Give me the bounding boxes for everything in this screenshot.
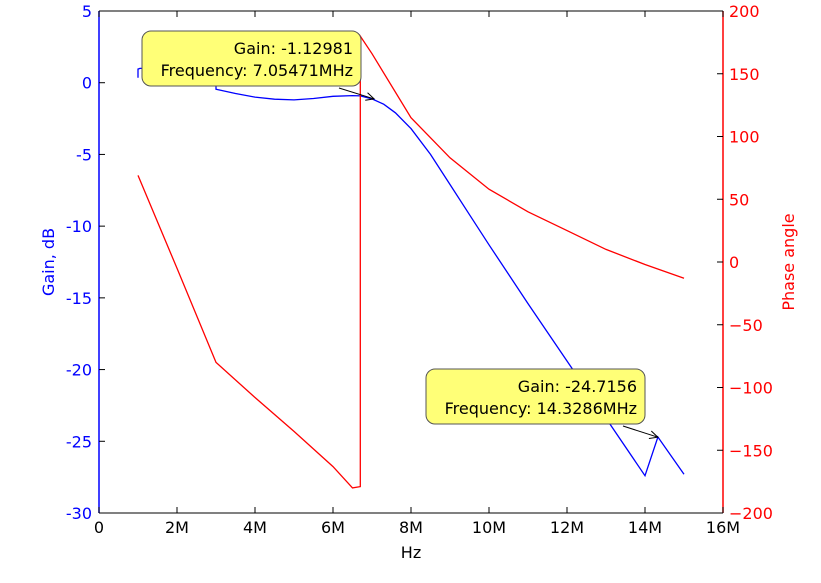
x-tick-label: 6M — [321, 518, 345, 537]
right-y-tick-label: 100 — [729, 128, 760, 147]
x-tick-label: 14M — [628, 518, 662, 537]
left-y-tick-label: -10 — [66, 217, 92, 236]
left-y-tick-label: -20 — [66, 361, 92, 380]
right-y-tick-label: 50 — [729, 190, 749, 209]
x-tick-label: 4M — [243, 518, 267, 537]
annotation-arrow-head — [648, 430, 659, 439]
right-y-tick-label: −100 — [729, 379, 773, 398]
annotation-box — [425, 368, 646, 425]
left-y-tick-label: -5 — [76, 145, 92, 164]
axes-layer: 0 2M 4M 6M 8M 10M 12M 14M 16M50-5-10-15-20-25-30… — [39, 2, 798, 562]
annotation-gain-text: Gain: -24.7156 — [518, 377, 637, 396]
annotation-frequency-text: Frequency: 7.05471MHz — [161, 61, 353, 80]
annotation-arrow-line — [338, 87, 375, 100]
left-y-tick-label: 0 — [82, 74, 92, 93]
x-tick-label: 2M — [165, 518, 189, 537]
left-y-tick-label: -15 — [66, 289, 92, 308]
x-tick-label: 12M — [550, 518, 584, 537]
right-y-axis-title: Phase angle — [779, 213, 798, 310]
annotation-arrow-head — [365, 92, 376, 101]
left-y-tick-label: -25 — [66, 432, 92, 451]
annotation-gain-text: Gain: -1.12981 — [234, 39, 353, 58]
right-y-tick-label: 150 — [729, 65, 760, 84]
x-tick-label: 16M — [706, 518, 740, 537]
right-y-tick-label: −50 — [729, 316, 763, 335]
annotation: Gain: -24.7156 Frequency: 14.3286MHz — [425, 368, 659, 439]
annotation-box — [141, 30, 362, 87]
x-tick-label: 0 — [94, 518, 104, 537]
right-y-tick-label: −150 — [729, 441, 773, 460]
right-y-tick-label: 200 — [729, 2, 760, 21]
phase-series-line — [137, 33, 685, 489]
left-y-tick-label: 5 — [82, 2, 92, 21]
annotation-arrow-line — [622, 425, 658, 438]
x-axis-title: Hz — [401, 543, 421, 562]
annotation: Gain: -1.12981 Frequency: 7.05471MHz — [141, 30, 376, 101]
annotation-frequency-text: Frequency: 14.3286MHz — [445, 399, 637, 418]
x-tick-label: 10M — [472, 518, 506, 537]
right-y-tick-label: 0 — [729, 253, 739, 272]
left-y-tick-label: -30 — [66, 504, 92, 523]
right-y-tick-label: −200 — [729, 504, 773, 523]
x-tick-label: 8M — [399, 518, 423, 537]
left-y-axis-title: Gain, dB — [39, 228, 58, 296]
